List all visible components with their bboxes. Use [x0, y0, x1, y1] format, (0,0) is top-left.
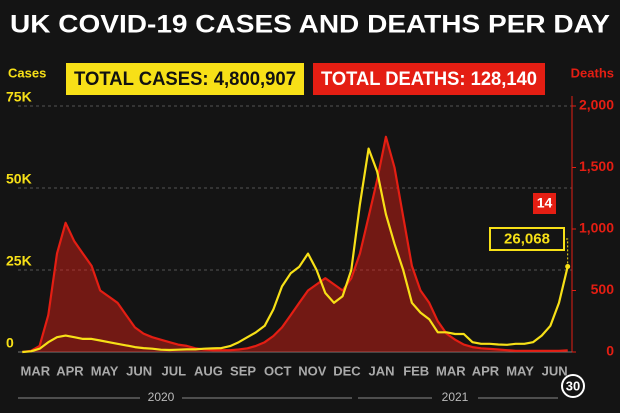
x-tick-label: MAY — [506, 363, 534, 378]
x-tick-label: APR — [472, 363, 500, 378]
value-label-box — [489, 227, 565, 251]
x-tick-label: NOV — [298, 363, 327, 378]
y-tick-label: 0 — [6, 335, 14, 351]
x-tick-label: AUG — [194, 363, 223, 378]
y2-axis-label: Deaths — [571, 65, 614, 80]
total-deaths: TOTAL DEATHS: 128,140 — [321, 69, 537, 90]
y2-tick-label: 1,000 — [579, 220, 614, 236]
y-tick-label: 25K — [6, 253, 32, 269]
x-tick-label: DEC — [333, 363, 361, 378]
y2-tick-label: 0 — [606, 343, 614, 359]
chart-title: UK COVID-19 CASES AND DEATHS PER DAY — [10, 11, 610, 39]
value-label-box — [533, 193, 556, 214]
end-point — [565, 263, 571, 269]
x-tick-label: MAR — [436, 363, 466, 378]
y2-tick-label: 1,500 — [579, 158, 614, 174]
end-day: 30 — [566, 378, 580, 393]
x-tick-label: SEP — [230, 363, 256, 378]
x-tick-label: JAN — [369, 363, 395, 378]
y-tick-label: 75K — [6, 89, 32, 105]
end-day-circle — [561, 374, 585, 398]
x-tick-label: JUN — [542, 363, 568, 378]
y-tick-label: 50K — [6, 171, 32, 187]
x-tick-label: MAY — [91, 363, 119, 378]
series-line — [22, 135, 568, 354]
y2-tick-label: 2,000 — [579, 97, 614, 113]
year-label: 2021 — [442, 390, 469, 404]
x-tick-label: JUN — [126, 363, 152, 378]
x-tick-label: OCT — [264, 363, 292, 378]
total-cases-box — [66, 63, 304, 95]
year-label: 2020 — [148, 390, 175, 404]
value-label: 26,068 — [504, 230, 550, 247]
x-tick-label: JUL — [162, 363, 187, 378]
leader — [566, 238, 569, 267]
y2-tick-label: 500 — [591, 281, 615, 297]
x-tick-label: FEB — [403, 363, 429, 378]
series-line — [22, 147, 569, 354]
value-label: 14 — [537, 195, 553, 211]
x-tick-label: MAR — [21, 363, 51, 378]
x-tick-label: APR — [56, 363, 84, 378]
total-deaths-box — [313, 63, 545, 95]
y-axis-label: Cases — [8, 65, 46, 80]
total-cases: TOTAL CASES: 4,800,907 — [74, 69, 296, 90]
